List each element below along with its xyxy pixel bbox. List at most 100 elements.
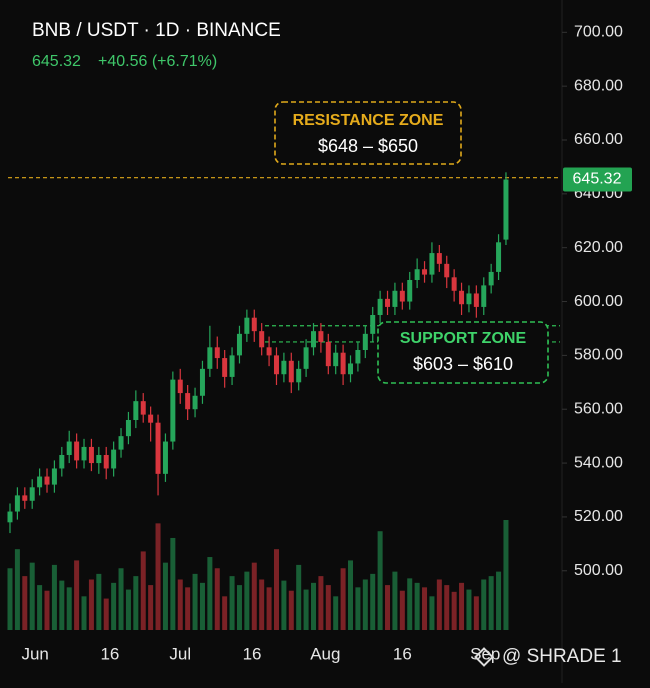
y-tick-label: 520.00 — [574, 508, 623, 525]
candle-body — [214, 347, 220, 359]
candle-body — [399, 290, 405, 302]
volume-bar — [125, 589, 131, 630]
x-tick-label: 16 — [243, 644, 262, 663]
candle-body — [451, 277, 457, 291]
candle-body — [88, 446, 94, 464]
volume-bar — [436, 579, 442, 630]
resistance-box: RESISTANCE ZONE $648 – $650 — [274, 101, 462, 165]
candle-body — [370, 315, 376, 334]
x-tick-label: Jun — [21, 644, 48, 663]
volume-bar — [488, 576, 494, 630]
candle-body — [133, 401, 139, 420]
volume-bar — [111, 582, 117, 630]
volume-bar — [414, 582, 420, 630]
y-tick-label: 580.00 — [574, 347, 623, 364]
candle-body — [422, 269, 428, 275]
y-tick-label: 560.00 — [574, 400, 623, 417]
volume-bar — [429, 596, 435, 630]
candle-body — [74, 441, 80, 461]
volume-bar — [281, 580, 287, 630]
y-tick-label: 700.00 — [574, 24, 623, 41]
volume-bar — [155, 523, 161, 630]
volume-bar — [296, 564, 302, 630]
volume-bar — [192, 573, 198, 630]
volume-bar — [44, 590, 50, 630]
y-tick-label: 600.00 — [574, 293, 623, 310]
candle-body — [340, 352, 346, 375]
volume-bar — [140, 551, 146, 630]
candle-body — [222, 358, 228, 377]
candle-body — [377, 298, 383, 315]
volume-bar — [459, 582, 465, 630]
price-change: +40.56 (+6.71%) — [98, 53, 217, 70]
candle-body — [392, 290, 398, 307]
volume-bar — [222, 596, 228, 630]
candle-body — [296, 368, 302, 383]
candle-body — [481, 285, 487, 307]
x-tick-label: 16 — [100, 644, 119, 663]
volume-bar — [348, 560, 354, 630]
volume-bar — [22, 576, 28, 630]
volume-bar — [148, 585, 154, 630]
candle-body — [66, 441, 72, 455]
candle-body — [385, 298, 391, 307]
candle-body — [7, 511, 13, 523]
candle-body — [81, 446, 87, 461]
candle-body — [414, 269, 420, 280]
volume-bar — [51, 564, 57, 630]
candle-body — [362, 333, 368, 350]
price-tag — [563, 167, 632, 192]
volume-bar — [170, 537, 176, 630]
candle-body — [288, 360, 294, 383]
resistance-label: RESISTANCE ZONE — [293, 112, 444, 129]
candle-body — [244, 317, 250, 334]
volume-bar — [251, 562, 257, 630]
candle-body — [310, 331, 316, 348]
x-tick-label: Jul — [169, 644, 191, 663]
volume-bar — [273, 549, 279, 630]
candle-body — [229, 355, 235, 377]
volume-bar — [118, 568, 124, 630]
watermark-text: @ SHRADE 1 — [502, 646, 622, 667]
volume-bar — [162, 562, 168, 630]
support-label: SUPPORT ZONE — [400, 330, 527, 347]
candle-body — [436, 253, 442, 264]
candle-body — [273, 355, 279, 375]
volume-bar — [288, 590, 294, 630]
candle-body — [259, 331, 265, 348]
volume-bar — [74, 560, 80, 630]
candle-body — [325, 341, 331, 367]
candle-body — [29, 487, 35, 501]
volume-bar — [259, 579, 265, 630]
x-tick-label: Sep — [470, 644, 500, 663]
candle-body — [37, 476, 43, 488]
last-price: 645.32 — [32, 53, 81, 70]
y-tick-label: 680.00 — [574, 77, 623, 94]
volume-bar — [310, 582, 316, 630]
volume-bar — [392, 571, 398, 630]
candle-body — [111, 449, 117, 469]
volume-bar — [88, 579, 94, 630]
volume-bar — [303, 589, 309, 630]
volume-bar — [133, 576, 139, 630]
resistance-range: $648 – $650 — [318, 136, 418, 156]
candle-body — [251, 317, 257, 332]
candle-body — [348, 363, 354, 375]
volume-bar — [81, 596, 87, 630]
volume-bar — [481, 579, 487, 630]
volume-bar — [399, 590, 405, 630]
volume-bar — [370, 573, 376, 630]
candle-body — [199, 368, 205, 396]
support-range: $603 – $610 — [413, 354, 513, 374]
candle-body — [459, 290, 465, 305]
candle-body — [303, 347, 309, 369]
volume-bar — [325, 585, 331, 630]
support-frame — [377, 321, 549, 384]
volume-bar — [66, 587, 72, 630]
candle-body — [355, 350, 361, 364]
volume-bar — [244, 571, 250, 630]
volume-bar — [14, 549, 20, 630]
candle-body — [466, 293, 472, 305]
candle-body — [118, 436, 124, 450]
